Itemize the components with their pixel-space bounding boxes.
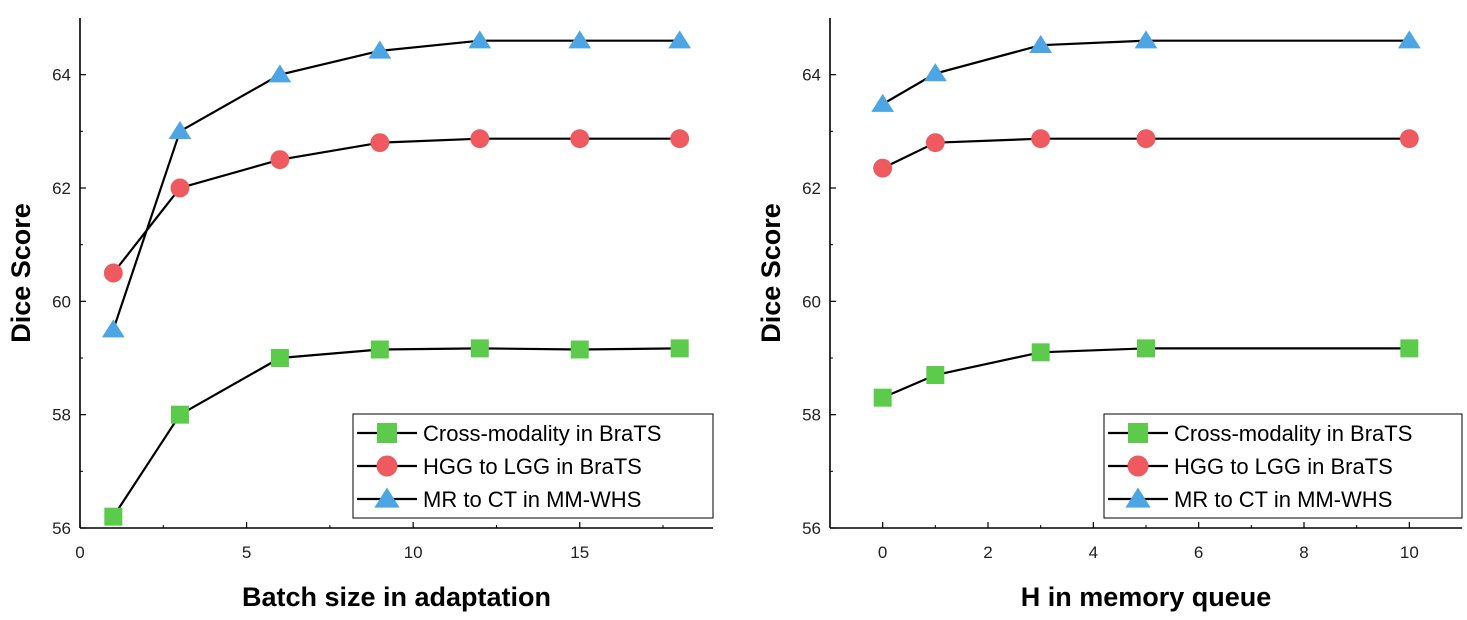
data-point-cross-modality-in-brats — [170, 405, 189, 424]
y-tick-label: 62 — [802, 179, 821, 198]
x-tick-label: 5 — [242, 543, 251, 562]
data-point-hgg-to-lgg-in-brats — [270, 150, 290, 170]
data-point-hgg-to-lgg-in-brats — [170, 178, 190, 198]
legend-label: Cross-modality in BraTS — [423, 421, 661, 446]
data-point-cross-modality-in-brats — [926, 366, 945, 384]
y-axis-title: Dice Score — [756, 203, 786, 343]
series-line-mr-to-ct-in-mm-whs — [112, 39, 680, 331]
legend-marker-hgg-to-lgg-in-brats — [1127, 455, 1149, 477]
data-point-hgg-to-lgg-in-brats — [1031, 129, 1051, 149]
data-point-mr-to-ct-in-mm-whs — [101, 319, 125, 338]
data-point-cross-modality-in-brats — [1400, 339, 1419, 358]
series-line-mr-to-ct-in-mm-whs — [882, 39, 1410, 106]
x-axis-title: Batch size in adaptation — [242, 582, 551, 612]
data-point-cross-modality-in-brats — [270, 349, 289, 367]
x-tick-label: 6 — [1194, 543, 1203, 562]
x-tick-label: 10 — [404, 543, 423, 562]
legend-marker-hgg-to-lgg-in-brats — [376, 455, 398, 477]
data-point-hgg-to-lgg-in-brats — [670, 129, 690, 149]
chart-batch-size: 56 58 60 62 64 0 5 10 15 Batch size in adaptation… — [6, 18, 714, 612]
x-tick-label: 2 — [983, 543, 992, 562]
data-point-cross-modality-in-brats — [570, 340, 589, 359]
data-point-cross-modality-in-brats — [1031, 343, 1050, 362]
x-tick-label: 15 — [570, 543, 589, 562]
data-point-mr-to-ct-in-mm-whs — [268, 64, 292, 83]
legend-marker-mr-to-ct-in-mm-whs — [1125, 487, 1151, 508]
data-point-hgg-to-lgg-in-brats — [570, 129, 590, 149]
data-point-mr-to-ct-in-mm-whs — [168, 120, 192, 140]
data-point-hgg-to-lgg-in-brats — [470, 129, 490, 149]
data-point-mr-to-ct-in-mm-whs — [871, 93, 895, 112]
y-tick-label: 58 — [802, 406, 821, 425]
data-point-cross-modality-in-brats — [370, 340, 389, 359]
legend-marker-cross-modality-in-brats — [1128, 423, 1148, 443]
y-axis-title: Dice Score — [6, 203, 36, 343]
y-tick-label: 60 — [52, 292, 71, 311]
data-point-mr-to-ct-in-mm-whs — [1134, 30, 1158, 49]
x-tick-label: 10 — [1400, 543, 1419, 562]
data-point-hgg-to-lgg-in-brats — [925, 133, 945, 153]
legend-label: MR to CT in MM-WHS — [423, 487, 641, 512]
data-point-mr-to-ct-in-mm-whs — [1029, 34, 1053, 53]
data-point-cross-modality-in-brats — [104, 507, 123, 526]
legend-marker-mr-to-ct-in-mm-whs — [374, 487, 400, 508]
y-tick-label: 64 — [52, 66, 71, 85]
y-tick-label: 56 — [802, 519, 821, 538]
data-point-cross-modality-in-brats — [470, 339, 489, 358]
data-point-mr-to-ct-in-mm-whs — [1397, 30, 1421, 49]
data-point-hgg-to-lgg-in-brats — [370, 133, 390, 153]
data-point-mr-to-ct-in-mm-whs — [368, 40, 392, 59]
data-point-cross-modality-in-brats — [873, 388, 892, 407]
data-point-cross-modality-in-brats — [1137, 339, 1155, 358]
x-tick-label: 0 — [878, 543, 887, 562]
y-tick-label: 58 — [52, 406, 71, 425]
data-point-mr-to-ct-in-mm-whs — [568, 30, 592, 49]
legend-label: Cross-modality in BraTS — [1174, 421, 1412, 446]
y-tick-label: 62 — [52, 179, 71, 198]
x-tick-label: 4 — [1089, 543, 1098, 562]
data-point-cross-modality-in-brats — [670, 339, 689, 358]
legend-marker-cross-modality-in-brats — [377, 423, 397, 443]
data-point-mr-to-ct-in-mm-whs — [923, 63, 947, 82]
y-tick-label: 64 — [802, 66, 821, 85]
series-line-hgg-to-lgg-in-brats — [112, 137, 680, 274]
legend-label: HGG to LGG in BraTS — [1174, 454, 1393, 479]
data-point-hgg-to-lgg-in-brats — [873, 158, 893, 178]
data-point-hgg-to-lgg-in-brats — [1136, 129, 1156, 149]
x-tick-label: 0 — [75, 543, 84, 562]
legend-label: HGG to LGG in BraTS — [423, 454, 642, 479]
y-tick-label: 56 — [52, 519, 71, 538]
y-tick-label: 60 — [802, 292, 821, 311]
x-tick-label: 8 — [1299, 543, 1308, 562]
x-axis-title: H in memory queue — [1021, 582, 1272, 612]
legend-label: MR to CT in MM-WHS — [1174, 487, 1392, 512]
chart-memory-queue: 56 58 60 62 64 0 2 4 6 8 10 H in memory queue Dice S… — [756, 18, 1463, 612]
data-point-mr-to-ct-in-mm-whs — [468, 30, 492, 49]
data-point-hgg-to-lgg-in-brats — [1399, 129, 1419, 149]
data-point-hgg-to-lgg-in-brats — [103, 263, 123, 283]
data-point-mr-to-ct-in-mm-whs — [668, 30, 692, 49]
